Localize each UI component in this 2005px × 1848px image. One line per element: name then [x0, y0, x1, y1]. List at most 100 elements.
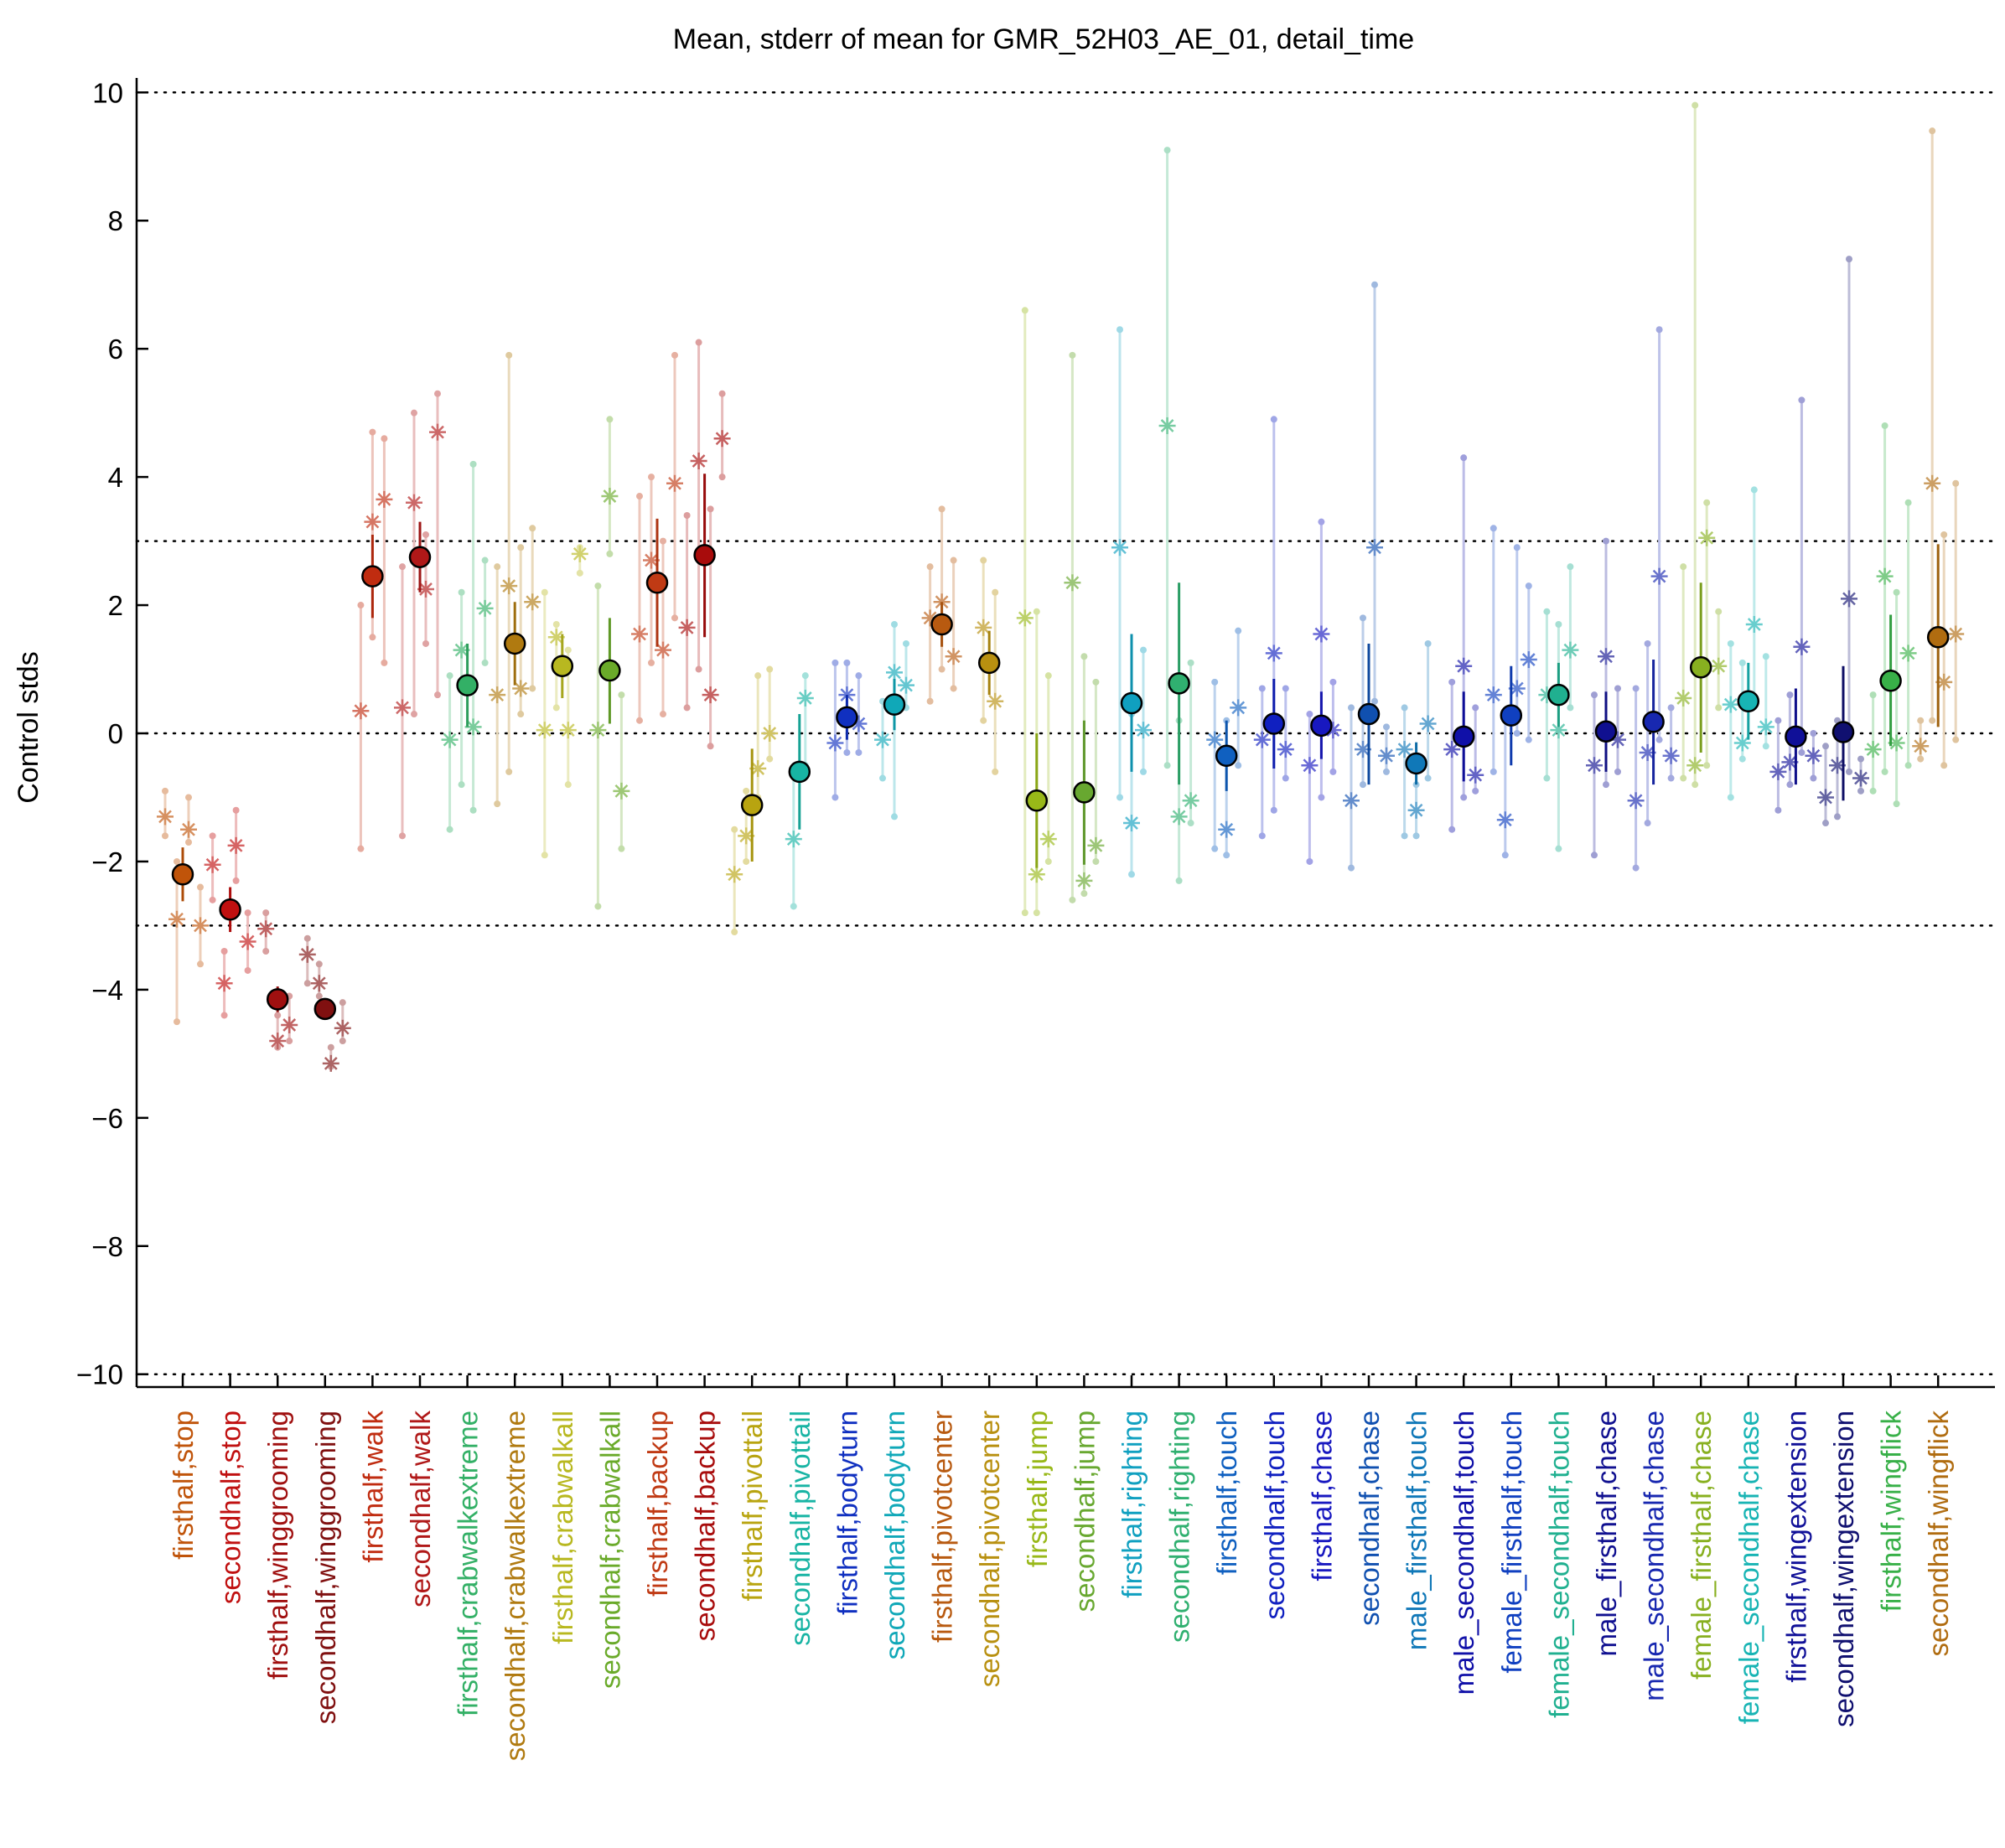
sample-min-point	[185, 839, 192, 846]
sample-max-point	[832, 659, 839, 666]
sample-mean-asterisk	[394, 699, 411, 717]
mean-marker	[1357, 702, 1381, 726]
sample-max-point	[1798, 396, 1806, 404]
mean-marker	[361, 565, 384, 588]
sample-max-point	[1424, 639, 1432, 647]
sample-max-point	[274, 1012, 282, 1019]
sample-mean-asterisk	[1841, 590, 1857, 608]
sample-mean-asterisk	[1039, 831, 1057, 848]
sample-mean-asterisk	[298, 945, 316, 963]
sample-mean-asterisk	[1947, 625, 1965, 643]
sample-min-point	[1448, 826, 1456, 833]
sample-max-point	[1235, 627, 1242, 634]
y-tick-label: 2	[108, 590, 123, 621]
sample-mean-asterisk	[1769, 763, 1787, 780]
sample-mean-asterisk	[678, 619, 696, 636]
sample-mean-asterisk	[1135, 722, 1152, 739]
sample-mean-asterisk	[1520, 651, 1537, 669]
sample-mean-asterisk	[536, 722, 553, 739]
sample-min-point	[1044, 857, 1052, 865]
x-tick-label: secondhalf,stop	[215, 1411, 246, 1604]
mean-marker	[1168, 672, 1190, 695]
sample-min-point	[1348, 864, 1355, 872]
sample-max-point	[458, 588, 465, 596]
sample-mean-asterisk	[1598, 648, 1614, 665]
sample-max-point	[369, 428, 376, 436]
sample-max-point	[505, 351, 513, 359]
x-tick-label: firsthalf,wingextension	[1780, 1411, 1811, 1683]
sample-mean-asterisk	[1111, 539, 1128, 556]
sample-mean-asterisk	[352, 702, 370, 720]
sample-min-point	[1762, 743, 1769, 750]
sample-min-point	[529, 685, 536, 692]
sample-max-point	[262, 909, 270, 917]
sample-max-point	[541, 588, 548, 596]
sample-max-point	[446, 672, 453, 680]
x-tick-label: secondhalf,crabwalkall	[594, 1411, 625, 1689]
sample-min-point	[1680, 774, 1687, 782]
x-tick-label: firsthalf,crabwalkextreme	[453, 1411, 484, 1716]
mean-marker	[551, 655, 574, 677]
mean-marker	[1262, 712, 1286, 735]
sample-max-point	[357, 602, 365, 609]
mean-marker	[598, 659, 621, 682]
x-tick-label: secondhalf,winggrooming	[310, 1411, 341, 1724]
sample-min-point	[1211, 845, 1219, 852]
y-tick-labels: −10 −8 −6 −4 −2 0 2 4 6 8 10	[76, 77, 123, 1390]
sample-mean-asterisk	[601, 488, 619, 505]
sample-min-point	[1033, 909, 1040, 917]
sample-min-point	[411, 711, 417, 718]
sample-min-point	[1822, 820, 1829, 827]
mean-marker	[740, 794, 764, 816]
sample-min-point	[1128, 871, 1135, 878]
sample-min-point	[1501, 852, 1509, 859]
sample-min-point	[1952, 736, 1960, 743]
mean-marker	[1547, 683, 1570, 707]
mean-marker	[1879, 670, 1902, 692]
sample-min-point	[1692, 781, 1699, 789]
sample-max-point	[801, 672, 809, 680]
sample-max-point	[1727, 639, 1734, 647]
sample-max-point	[1092, 678, 1100, 686]
sample-mean-asterisk	[1924, 474, 1941, 492]
sample-max-point	[1750, 486, 1758, 494]
sample-mean-asterisk	[1496, 811, 1514, 829]
sample-mean-asterisk	[1075, 872, 1093, 889]
sample-min-point	[695, 665, 702, 673]
sample-max-point	[1371, 281, 1378, 288]
sample-min-point	[1401, 832, 1408, 840]
mean-markers	[171, 544, 1950, 1021]
sample-min-point	[576, 569, 583, 577]
y-tick-label: 10	[92, 77, 123, 108]
sample-max-point	[671, 351, 678, 359]
sample-max-point	[1555, 621, 1562, 628]
x-tick-label: secondhalf,touch	[1259, 1411, 1290, 1620]
sample-max-point	[1140, 646, 1147, 654]
sample-min-point	[481, 659, 489, 666]
sample-mean-asterisk	[1313, 625, 1330, 643]
sample-mean-asterisk	[1028, 866, 1045, 883]
sample-min-point	[636, 717, 643, 724]
sample-max-point	[1762, 653, 1769, 660]
x-tick-label: secondhalf,wingextension	[1828, 1411, 1859, 1727]
sample-min-point	[855, 748, 863, 756]
sample-min-point	[552, 704, 560, 712]
sample-max-point	[1940, 531, 1948, 538]
sample-mean-asterisk	[975, 619, 992, 636]
sample-max-point	[1543, 608, 1551, 615]
sample-min-point	[618, 845, 625, 852]
sample-min-point	[1080, 890, 1088, 898]
sample-mean-asterisk	[945, 648, 962, 665]
sample-min-point	[992, 768, 999, 775]
x-tick-label: firsthalf,stop	[168, 1411, 199, 1560]
sample-mean-asterisk	[1562, 641, 1579, 659]
sample-min-point	[505, 768, 513, 775]
sample-mean-asterisk	[1650, 567, 1668, 585]
sample-mean-asterisk	[1675, 689, 1692, 707]
sample-max-point	[564, 646, 572, 654]
sample-min-point	[1774, 806, 1782, 814]
mean-marker	[266, 988, 289, 1011]
sample-mean-asterisk	[726, 866, 743, 883]
sample-mean-asterisk	[441, 731, 459, 748]
sample-mean-asterisk	[761, 725, 779, 742]
